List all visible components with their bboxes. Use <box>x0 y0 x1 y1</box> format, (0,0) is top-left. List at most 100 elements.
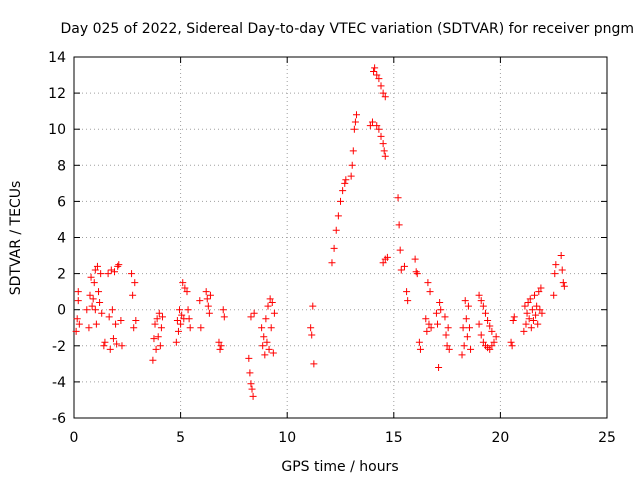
data-point <box>130 324 138 332</box>
data-point <box>92 320 100 328</box>
data-point <box>153 315 161 323</box>
data-points <box>72 64 568 400</box>
data-point <box>197 324 205 332</box>
data-point <box>349 147 357 155</box>
data-point <box>118 342 126 350</box>
data-point <box>381 152 389 160</box>
data-point <box>533 302 541 310</box>
data-point <box>436 298 444 306</box>
data-point <box>308 331 316 339</box>
data-point <box>183 288 191 296</box>
data-point <box>532 311 540 319</box>
data-point <box>73 315 81 323</box>
data-point <box>132 317 140 325</box>
data-point <box>441 313 449 321</box>
data-point <box>373 71 381 79</box>
data-point <box>202 288 210 296</box>
data-point <box>264 302 272 310</box>
data-point <box>174 327 182 335</box>
data-point <box>537 284 545 292</box>
data-point <box>105 313 113 321</box>
data-point <box>484 317 492 325</box>
y-tick-label: 0 <box>57 303 66 319</box>
data-point <box>101 338 109 346</box>
data-point <box>467 345 475 353</box>
axis-ticks <box>73 56 608 419</box>
data-point <box>459 324 467 332</box>
data-point <box>75 320 83 328</box>
data-point <box>383 253 391 261</box>
data-point <box>486 322 494 330</box>
data-point <box>196 297 204 305</box>
data-point <box>352 111 360 119</box>
data-point <box>93 262 101 270</box>
data-point <box>261 351 269 359</box>
y-tick-label: 2 <box>57 267 66 283</box>
data-point <box>373 122 381 130</box>
data-point <box>526 295 534 303</box>
data-point <box>510 313 518 321</box>
data-point <box>309 302 317 310</box>
data-point <box>114 262 122 270</box>
data-point <box>507 338 515 346</box>
data-point <box>258 324 266 332</box>
data-point <box>479 338 487 346</box>
data-point <box>74 288 82 296</box>
data-point <box>412 268 420 276</box>
data-point <box>337 197 344 205</box>
data-point <box>492 333 500 341</box>
data-point <box>108 306 116 314</box>
data-point <box>442 331 450 339</box>
data-point <box>445 345 453 353</box>
data-point <box>334 212 342 220</box>
data-point <box>477 331 485 339</box>
data-point <box>486 345 494 353</box>
data-point <box>481 309 489 317</box>
data-point <box>370 67 378 75</box>
data-point <box>488 342 496 350</box>
data-point <box>531 291 539 299</box>
data-point <box>347 172 355 180</box>
x-tick-label: 15 <box>385 430 403 446</box>
data-point <box>95 288 103 296</box>
data-point <box>528 306 536 314</box>
data-point <box>425 320 433 328</box>
data-point <box>259 342 267 350</box>
data-point <box>205 309 213 317</box>
x-tick-label: 10 <box>278 430 296 446</box>
data-point <box>437 306 445 314</box>
data-point <box>307 324 315 332</box>
data-point <box>113 340 121 348</box>
data-point <box>154 333 162 341</box>
data-point <box>310 360 318 368</box>
data-point <box>151 320 159 328</box>
data-point <box>339 187 347 195</box>
data-point <box>89 295 97 303</box>
data-point <box>178 311 186 319</box>
data-point <box>86 291 94 299</box>
data-point <box>245 354 253 362</box>
data-point <box>176 306 184 314</box>
data-point <box>204 302 212 310</box>
data-point <box>557 252 565 260</box>
data-point <box>265 345 273 353</box>
data-point <box>219 306 227 314</box>
data-point <box>186 324 194 332</box>
x-tick-label: 25 <box>598 430 616 446</box>
data-point <box>424 279 432 287</box>
data-point <box>107 266 115 274</box>
data-point <box>150 335 158 343</box>
data-point <box>460 342 468 350</box>
data-point <box>490 338 498 346</box>
data-point <box>380 147 388 155</box>
data-point <box>87 273 95 281</box>
data-point <box>464 302 472 310</box>
data-point <box>109 335 117 343</box>
data-point <box>524 298 532 306</box>
data-point <box>552 261 560 269</box>
data-point <box>179 279 187 287</box>
data-point <box>404 297 412 305</box>
data-point <box>350 125 358 133</box>
data-point <box>488 327 496 335</box>
data-point <box>96 298 104 306</box>
